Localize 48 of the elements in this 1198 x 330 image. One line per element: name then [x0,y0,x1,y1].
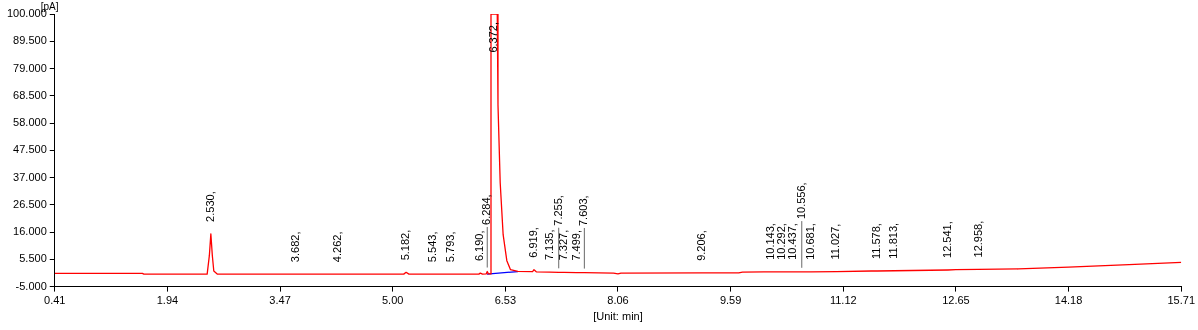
annotation: 7.499, [569,229,582,261]
annotation: 10.143, [764,223,777,260]
annotation: 11.813, [887,222,900,259]
annotation: 6.190, [473,230,486,262]
x-tick-label: 12.65 [942,294,970,307]
x-tick-label: 11.12 [829,294,857,307]
annotation: 5.182, [399,229,412,261]
annotation: 6.372, [486,22,499,53]
annotation: 7.327, [557,229,570,261]
x-tick-label: 15.71 [1167,294,1195,307]
y-tick-label: 16.000 [13,225,47,238]
y-tick-label: 26.500 [13,197,47,210]
annotation: 7.603, [577,195,590,226]
x-tick-label: 3.47 [269,294,291,307]
x-tick-label: 14.18 [1054,294,1083,307]
x-tick-label: 8.06 [607,294,629,307]
y-tick-label: -5.000 [15,279,47,292]
annotation: 7.255, [551,195,564,226]
annotation: 9.206, [695,230,708,261]
annotation: 11.578, [870,223,883,260]
y-tick-label: 37.000 [13,170,47,183]
x-tick-label: 5.00 [381,294,404,307]
annotation: 10.681, [804,223,816,260]
annotation: 10.437, [786,223,799,260]
y-tick-label: 5.500 [19,252,47,265]
annotation: 11.027, [829,223,842,260]
annotation: 12.958, [971,220,984,258]
x-tick-label: 9.59 [719,294,742,307]
y-tick-label: 58.000 [13,116,47,129]
annotation: 4.262, [331,231,344,263]
annotation: 10.292, [775,223,788,260]
y-tick-label: 47.500 [13,143,47,156]
y-tick-label: 68.500 [13,88,47,101]
annotation: 5.793, [444,231,457,263]
x-tick-label: 0.41 [44,294,66,307]
x-tick-label: 1.94 [156,294,179,307]
annotation: 2.530, [203,191,216,222]
annotation: 3.682, [288,231,301,263]
x-axis-title: [Unit: min] [593,310,643,323]
annotation: 12.541, [940,221,953,258]
annotation: 10.556, [794,182,807,220]
annotation: 6.284, [480,194,493,225]
y-tick-label: 89.500 [13,34,47,47]
x-tick-label: 6.53 [494,294,517,307]
annotation: 7.135, [542,229,555,261]
y-tick-label: 79.000 [13,61,47,74]
annotation: 5.543, [425,231,438,263]
annotation: 6.919, [527,227,540,258]
